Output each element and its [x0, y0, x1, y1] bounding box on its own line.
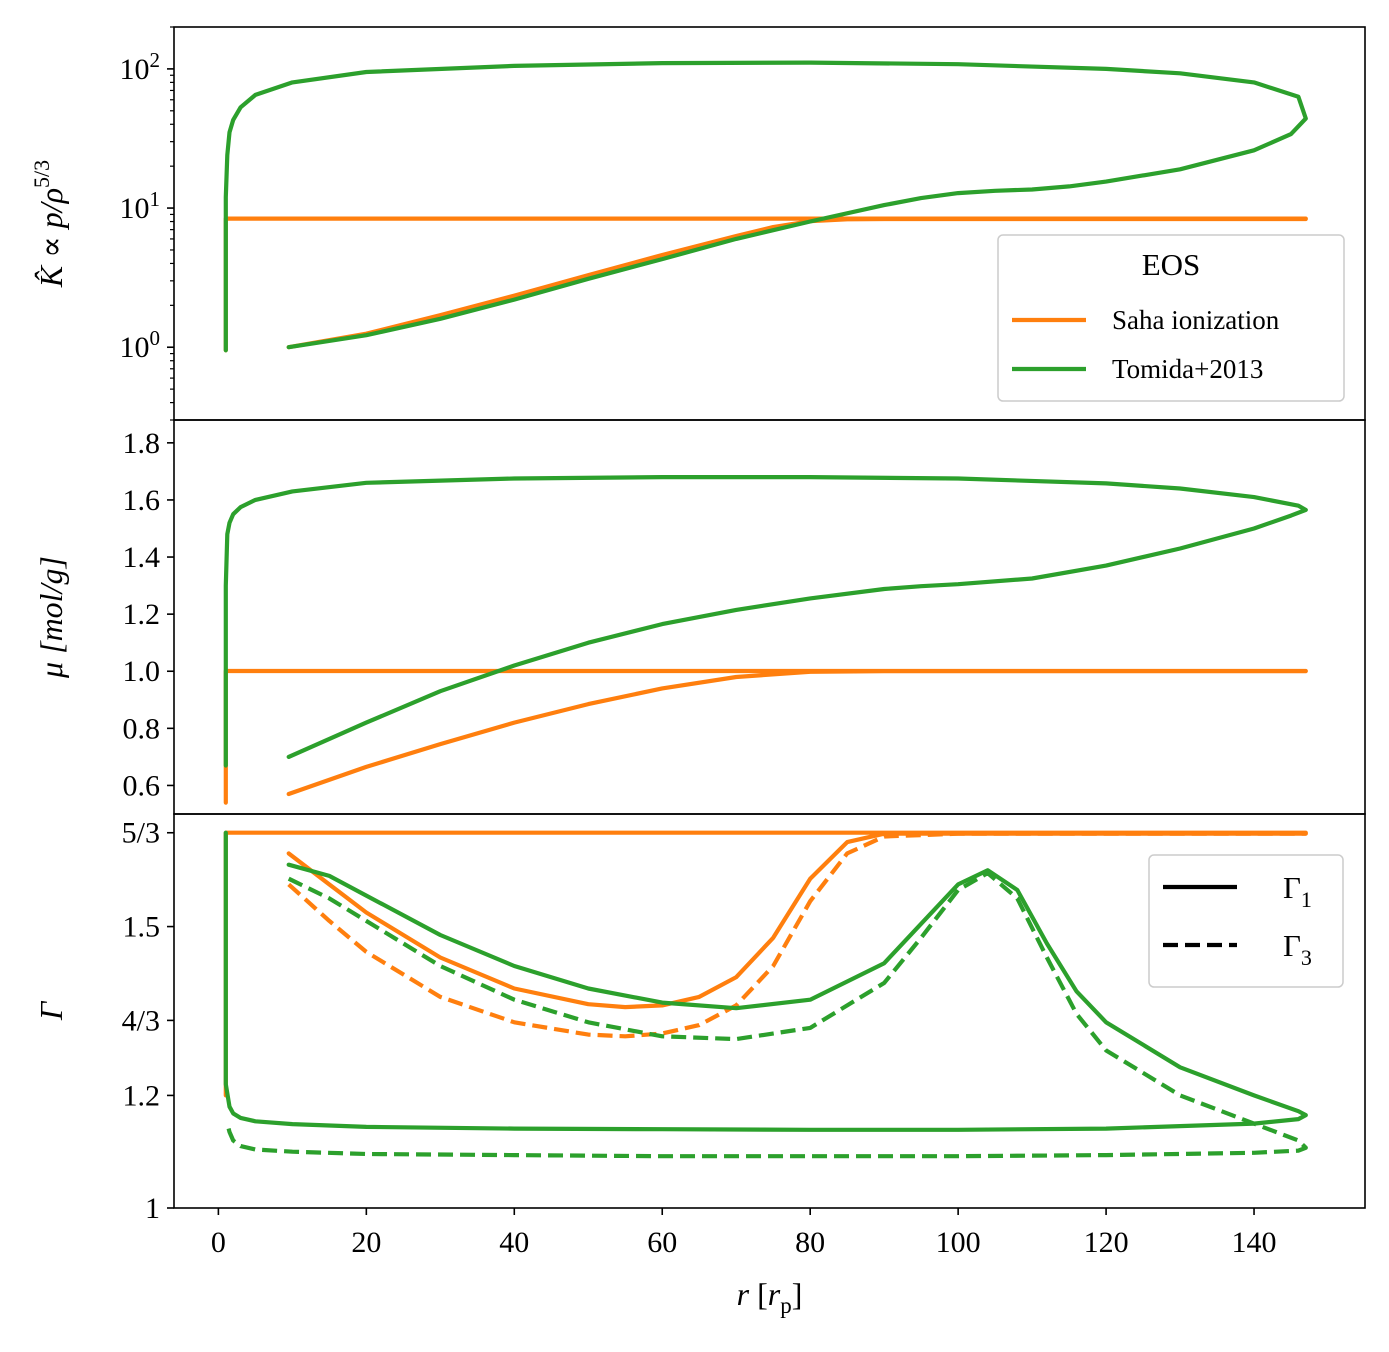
y-tick-label: 1.2: [123, 1079, 161, 1112]
y-tick-label: 1.8: [123, 427, 161, 460]
y-tick-label: 1.0: [123, 655, 161, 688]
y-axis-label: μ [mol/g]: [33, 556, 69, 679]
series-line-saha-0: [223, 216, 1308, 353]
y-tick-label: 100: [120, 326, 161, 364]
x-tick-label: 20: [351, 1226, 381, 1259]
y-tick-label: 102: [120, 48, 161, 86]
legend-label: Γ3: [1283, 928, 1312, 970]
series-line-tomida-2: [223, 830, 1308, 1132]
panel-frame: [173, 813, 1366, 1209]
series-group: [223, 60, 1308, 353]
y-tick-label: 1.5: [123, 911, 161, 944]
panel-mu: 0.6 0.8 1.0 1.2 1.4 1.6 1.8 μ [mol/g]: [33, 419, 1366, 815]
x-axis-label: r [rp]: [737, 1276, 803, 1318]
x-tick-label: 60: [647, 1226, 677, 1259]
series-line-saha-0: [223, 830, 1308, 1098]
minor-ticks: [170, 26, 174, 421]
panels: 100 101 102 K̂ ∝ p/ρ5/3 0.6 0.8 1.0 1.2 1.4 1.6 1.…: [29, 26, 1366, 1225]
legend-label: Saha ionization: [1112, 305, 1280, 335]
x-axis: 0 20 40 60 80 100 120 140 r [rp]: [211, 1208, 1277, 1318]
y-tick-label: 1.6: [123, 484, 161, 517]
y-tick-label: 1.2: [123, 598, 161, 631]
legend-eos: EOS Saha ionization Tomida+2013: [997, 234, 1345, 402]
x-tick-label: 80: [795, 1226, 825, 1259]
y-tick-label: 1: [145, 1192, 160, 1225]
legend-frame: [1148, 854, 1344, 988]
legend-title: EOS: [1142, 247, 1201, 282]
y-tick-label: 0.8: [123, 712, 161, 745]
y-tick-label: 0.6: [123, 769, 161, 802]
panel-K: 100 101 102 K̂ ∝ p/ρ5/3: [29, 26, 1366, 421]
series-line-tomida-dashed-3: [225, 870, 1308, 1159]
y-tick-label: 101: [120, 187, 161, 225]
series-line-saha-0: [223, 668, 1308, 805]
y-tick-label: 5/3: [122, 817, 160, 850]
y-axis-label: Γ: [33, 1000, 69, 1021]
y-tick-label: 4/3: [122, 1004, 160, 1037]
x-tick-label: 40: [499, 1226, 529, 1259]
x-tick-label: 120: [1084, 1226, 1129, 1259]
panel-Gamma: 1 1.2 4/3 1.5 5/3 Γ: [33, 813, 1366, 1225]
y-tick-label: 1.4: [123, 541, 161, 574]
legend-label: Tomida+2013: [1112, 354, 1263, 384]
x-tick-label: 0: [211, 1226, 226, 1259]
series-line-tomida-1: [223, 475, 1308, 768]
series-group: [223, 830, 1308, 1159]
y-axis-label: K̂ ∝ p/ρ5/3: [29, 160, 69, 288]
legend-frame: [997, 234, 1345, 402]
legend-label: Γ1: [1283, 870, 1312, 912]
series-line-saha-dashed-1: [287, 831, 1306, 1039]
x-tick-label: 140: [1232, 1226, 1277, 1259]
x-tick-label: 100: [936, 1226, 981, 1259]
series-line-tomida-1: [223, 60, 1308, 353]
series-group: [223, 475, 1308, 805]
